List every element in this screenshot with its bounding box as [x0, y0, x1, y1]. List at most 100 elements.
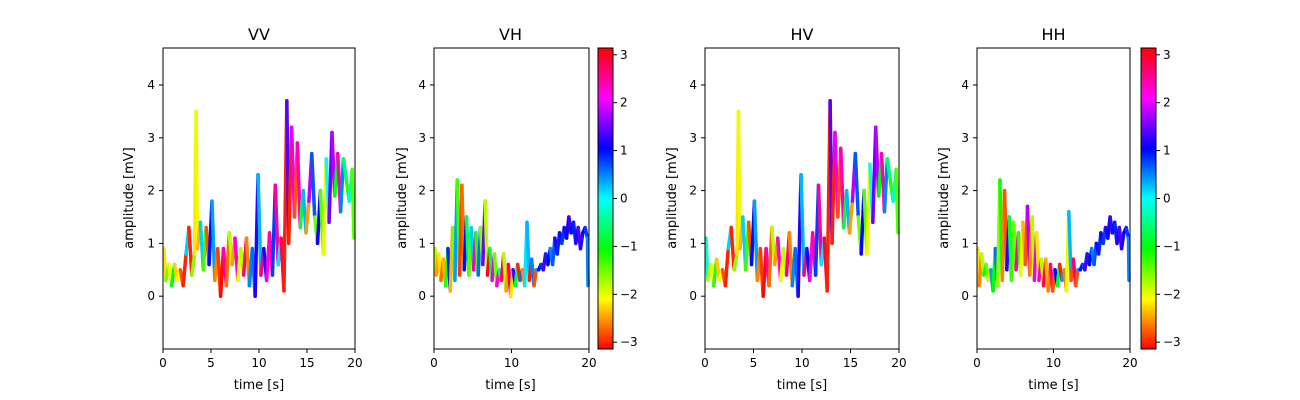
- colorbar-tick-label: 1: [620, 144, 628, 158]
- line-segment: [853, 151, 861, 219]
- x-ticks: 0 5 10 15 20: [159, 349, 363, 370]
- line-segment: [847, 199, 855, 235]
- line-segment: [341, 157, 349, 182]
- line-segment: [190, 252, 197, 277]
- line-segment: [256, 172, 263, 277]
- y-tick-label: 4: [689, 78, 697, 92]
- x-axis-label: time [s]: [485, 378, 535, 393]
- line-segment: [723, 246, 731, 288]
- chart-title: VV: [248, 25, 270, 44]
- line-segment: [583, 225, 590, 240]
- chart-title: HV: [791, 25, 814, 44]
- plot-frame: [976, 47, 1131, 350]
- series-lines: [162, 99, 356, 298]
- y-tick-label: 2: [418, 184, 426, 198]
- y-tick-label: 3: [147, 131, 155, 145]
- y-tick-label: 0: [961, 289, 969, 303]
- series-lines: [433, 178, 590, 298]
- x-tick-label: 20: [1122, 356, 1137, 370]
- line-segment: [310, 151, 317, 219]
- y-tick-label: 1: [418, 236, 426, 250]
- chart-panel-hh: HH 0 10 20 0 1 2 3 4 time [s] amplitude [mV]: [937, 25, 1138, 393]
- y-ticks: 0 1 2 3 4: [147, 78, 163, 303]
- y-ticks: 0 1 2 3 4: [418, 78, 434, 303]
- x-axis-label: time [s]: [777, 378, 827, 393]
- y-axis-label: amplitude [mV]: [122, 147, 137, 249]
- colorbar-tick-label: −1: [1163, 239, 1181, 253]
- series-lines: [976, 178, 1131, 293]
- line-segment: [1124, 225, 1131, 240]
- y-tick-label: 0: [147, 289, 155, 303]
- colorbar-hh: 3 2 1 0 −1 −2 −3: [1140, 47, 1181, 350]
- x-ticks: 0 10 20: [973, 349, 1138, 370]
- y-tick-label: 1: [961, 236, 969, 250]
- y-ticks: 0 1 2 3 4: [689, 78, 705, 303]
- y-axis-label: amplitude [mV]: [937, 147, 952, 249]
- x-tick-label: 20: [891, 356, 906, 370]
- y-tick-label: 3: [689, 131, 697, 145]
- colorbar-tick-label: 2: [1163, 96, 1171, 110]
- line-segment: [181, 252, 188, 288]
- x-axis-label: time [s]: [1028, 378, 1078, 393]
- line-segment: [736, 109, 742, 251]
- y-tick-label: 1: [147, 236, 155, 250]
- y-tick-label: 0: [418, 289, 426, 303]
- line-segment: [732, 252, 739, 272]
- colorbar-tick-label: −1: [620, 239, 638, 253]
- y-tick-label: 1: [689, 236, 697, 250]
- line-segment: [578, 231, 585, 251]
- series-lines: [704, 99, 900, 298]
- chart-panel-vh: VH 0 10 20 0 1 2 3 4 time [s] amplitude [mV]: [395, 25, 597, 393]
- y-tick-label: 4: [147, 78, 155, 92]
- line-segment: [1126, 236, 1131, 283]
- line-segment: [194, 109, 200, 251]
- x-tick-label: 20: [347, 356, 362, 370]
- chart-panel-hv: HV 0 5 10 15 20 0 1 2 3 4 time [s] amplitude [mV…: [665, 25, 907, 393]
- x-tick-label: 15: [299, 356, 314, 370]
- plot-frame: [162, 47, 356, 350]
- colorbar-gradient: [597, 47, 614, 350]
- y-tick-label: 2: [147, 184, 155, 198]
- chart-title: HH: [1041, 25, 1065, 44]
- x-tick-label: 20: [581, 356, 596, 370]
- y-axis-label: amplitude [mV]: [665, 147, 680, 249]
- colorbar-tick-label: 2: [620, 96, 628, 110]
- plot-frame: [704, 47, 900, 350]
- line-segment: [273, 183, 280, 267]
- colorbar-tick-label: −2: [1163, 287, 1181, 301]
- colorbar-tick-label: −3: [620, 335, 638, 349]
- line-segment: [350, 167, 356, 240]
- colorbar-tick-label: 0: [1163, 192, 1171, 206]
- x-ticks: 0 5 10 15 20: [701, 349, 907, 370]
- colorbar-tick-label: 3: [620, 48, 628, 62]
- colorbar-gradient: [1140, 47, 1157, 350]
- colorbar-vh: 3 2 1 0 −1 −2 −3: [597, 47, 638, 350]
- y-tick-label: 0: [689, 289, 697, 303]
- x-ticks: 0 10 20: [430, 349, 597, 370]
- y-axis-label: amplitude [mV]: [395, 147, 410, 249]
- colorbar-tick-label: 1: [1163, 144, 1171, 158]
- x-tick-label: 5: [750, 356, 758, 370]
- x-tick-label: 10: [504, 356, 519, 370]
- y-tick-label: 2: [961, 184, 969, 198]
- line-segment: [532, 268, 539, 288]
- y-ticks: 0 1 2 3 4: [961, 78, 977, 303]
- colorbar-ticks: 3 2 1 0 −1 −2 −3: [1156, 48, 1181, 349]
- x-tick-label: 0: [430, 356, 438, 370]
- line-segment: [894, 167, 900, 235]
- x-tick-label: 10: [1046, 356, 1061, 370]
- x-tick-label: 0: [159, 356, 167, 370]
- line-segment: [304, 199, 311, 235]
- y-tick-label: 4: [418, 78, 426, 92]
- line-segment: [1073, 268, 1080, 288]
- x-tick-label: 0: [973, 356, 981, 370]
- colorbar-tick-label: −3: [1163, 335, 1181, 349]
- chart-panel-vv: VV 0 5 10 15 20 0 1 2 3 4 time [s] amplitude [mV…: [122, 25, 363, 393]
- x-tick-label: 10: [794, 356, 809, 370]
- line-segment: [1119, 231, 1126, 251]
- colorbar-ticks: 3 2 1 0 −1 −2 −3: [613, 48, 638, 349]
- line-segment: [816, 183, 824, 267]
- x-tick-label: 15: [843, 356, 858, 370]
- plot-frame: [433, 47, 590, 350]
